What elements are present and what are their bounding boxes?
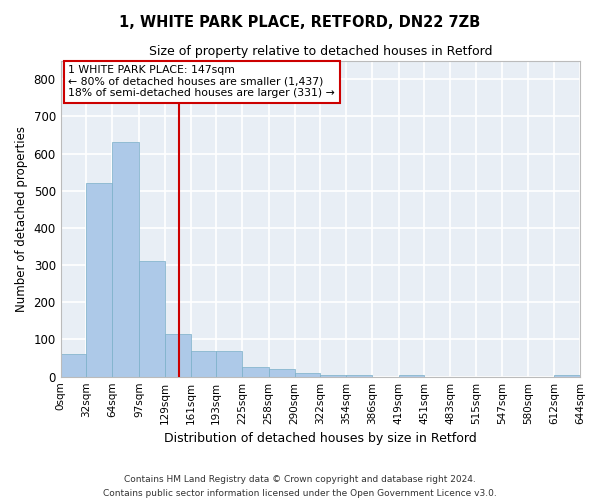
Bar [164,334,191,376]
Bar [295,373,320,376]
Bar [217,350,242,376]
Bar [61,354,86,376]
Y-axis label: Number of detached properties: Number of detached properties [15,126,28,312]
Text: 1, WHITE PARK PLACE, RETFORD, DN22 7ZB: 1, WHITE PARK PLACE, RETFORD, DN22 7ZB [119,15,481,30]
Text: Contains HM Land Registry data © Crown copyright and database right 2024.
Contai: Contains HM Land Registry data © Crown c… [103,476,497,498]
Bar [269,369,295,376]
Bar [86,184,112,376]
Bar [346,375,372,376]
Bar [320,375,346,376]
Bar [554,375,580,376]
Bar [398,375,424,376]
X-axis label: Distribution of detached houses by size in Retford: Distribution of detached houses by size … [164,432,477,445]
Bar [112,142,139,376]
Title: Size of property relative to detached houses in Retford: Size of property relative to detached ho… [149,45,492,58]
Text: 1 WHITE PARK PLACE: 147sqm
← 80% of detached houses are smaller (1,437)
18% of s: 1 WHITE PARK PLACE: 147sqm ← 80% of deta… [68,66,335,98]
Bar [191,350,217,376]
Bar [242,368,269,376]
Bar [139,262,164,376]
